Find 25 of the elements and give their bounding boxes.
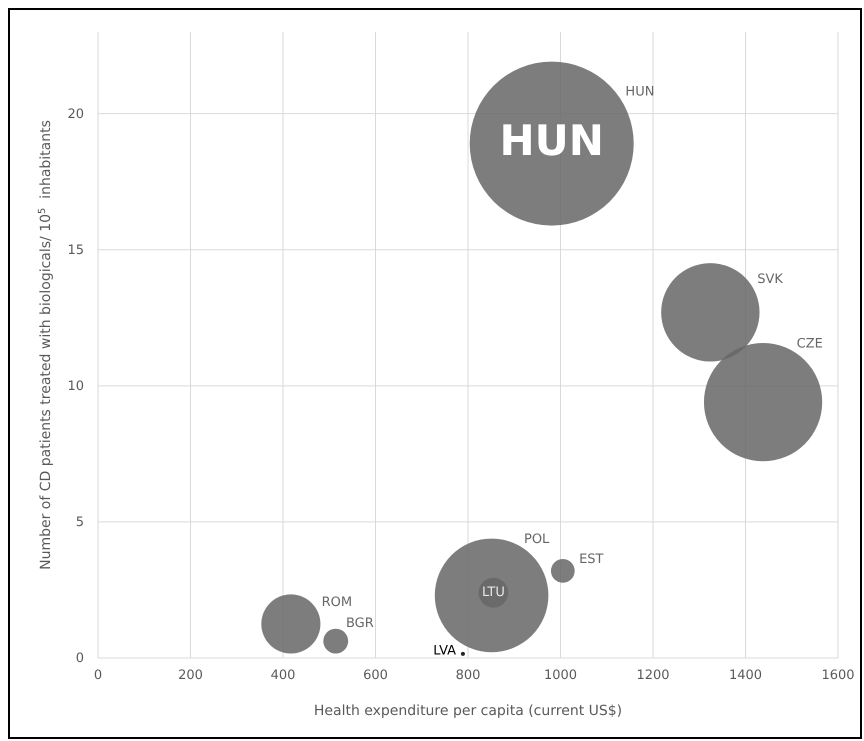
y-tick-label: 5: [76, 515, 84, 530]
series-label: LTU: [482, 585, 505, 600]
y-tick-label: 15: [67, 242, 84, 258]
x-tick-label: 1400: [728, 668, 762, 684]
series-label: SVK: [757, 272, 784, 288]
series-label: POL: [524, 532, 550, 547]
annotation: HUN: [500, 116, 604, 166]
x-tick-label: 1000: [544, 668, 578, 684]
y-tick-label: 0: [76, 651, 84, 666]
y-tick-label: 20: [67, 106, 84, 122]
y-tick-label: 10: [67, 378, 84, 394]
series-label: EST: [579, 552, 604, 568]
series-label: HUN: [625, 84, 654, 100]
x-tick-label: 400: [270, 668, 296, 684]
x-tick-label: 1600: [821, 668, 855, 684]
series-label: CZE: [796, 336, 823, 352]
x-tick-label: 1200: [636, 668, 670, 684]
series-label: BGR: [346, 616, 374, 631]
series-label: ROM: [322, 594, 352, 610]
x-tick-label: 0: [94, 668, 102, 684]
x-tick-label: 200: [178, 668, 203, 684]
series-label: LVA: [433, 644, 456, 659]
x-tick-label: 600: [363, 668, 388, 684]
x-axis-title: Health expenditure per capita (current US$): [314, 703, 622, 719]
x-tick-label: 800: [456, 668, 480, 684]
